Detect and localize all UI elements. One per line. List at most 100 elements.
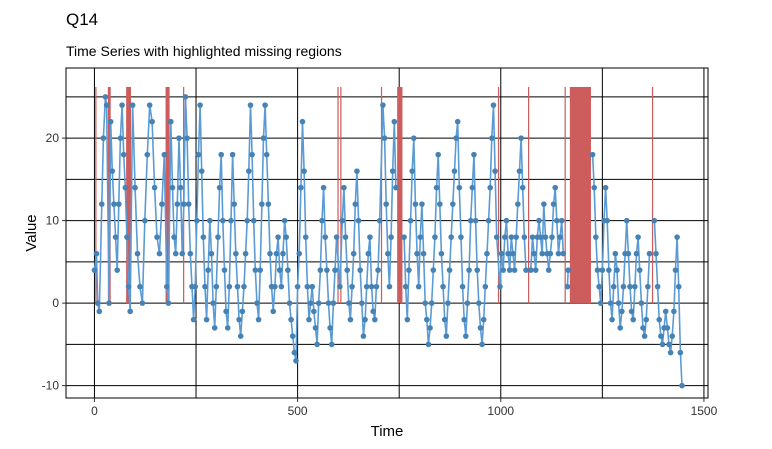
data-point (619, 308, 625, 315)
data-point (294, 283, 301, 290)
data-point (241, 283, 247, 290)
data-point (476, 300, 482, 306)
data-point (220, 217, 226, 224)
data-point (638, 300, 645, 306)
data-point (275, 234, 281, 240)
data-point (330, 300, 337, 306)
plot-border (65, 67, 709, 399)
data-point (679, 382, 685, 389)
data-point (380, 102, 386, 108)
data-point (671, 308, 677, 315)
data-point (609, 316, 615, 323)
data-point (296, 250, 303, 257)
data-point (612, 250, 619, 257)
data-point (381, 135, 388, 141)
data-point (127, 308, 133, 315)
data-point (606, 267, 612, 273)
data-point (646, 250, 653, 257)
data-point (182, 94, 189, 100)
series-points (91, 94, 685, 389)
data-point (391, 118, 398, 125)
data-point (625, 250, 632, 257)
y-tick-label: 20 (46, 131, 60, 145)
data-point (327, 325, 333, 331)
data-point (589, 151, 596, 158)
data-point (404, 316, 411, 323)
x-tick-label: 0 (91, 404, 98, 418)
data-point (459, 283, 466, 290)
data-point (407, 217, 414, 224)
data-point (643, 316, 650, 323)
data-point (224, 325, 231, 331)
data-point (627, 283, 633, 290)
data-point (159, 201, 165, 207)
data-point (197, 102, 203, 108)
data-point (666, 341, 672, 348)
data-point (102, 94, 109, 100)
data-point (289, 333, 296, 339)
data-point (239, 308, 246, 315)
data-point (286, 300, 293, 306)
data-point (454, 118, 461, 125)
data-point (510, 250, 516, 257)
data-point (234, 283, 241, 290)
data-point (440, 283, 446, 290)
data-point (299, 118, 306, 125)
data-point (354, 168, 360, 174)
data-point (333, 234, 340, 240)
data-point (508, 234, 515, 240)
data-point (383, 201, 389, 207)
data-point (359, 300, 365, 306)
data-point (192, 283, 199, 290)
data-point (161, 151, 168, 158)
data-point (433, 184, 440, 191)
data-point (203, 316, 210, 323)
data-point (163, 283, 170, 290)
data-point (667, 349, 674, 356)
data-point (244, 217, 251, 224)
data-point (521, 234, 528, 240)
data-point (503, 217, 510, 224)
data-point (337, 283, 343, 290)
data-point (246, 168, 252, 174)
data-point (154, 234, 160, 240)
data-point (593, 234, 599, 240)
data-point (368, 283, 375, 290)
data-point (156, 250, 163, 257)
data-point (213, 283, 220, 290)
data-point (604, 217, 611, 224)
data-point (346, 300, 352, 306)
data-point (641, 333, 648, 339)
data-point (614, 267, 620, 273)
data-point (285, 267, 291, 273)
data-point (477, 325, 484, 331)
data-point (414, 250, 420, 257)
data-point (437, 201, 443, 207)
data-point (151, 184, 158, 191)
y-tick-label: -10 (42, 379, 60, 393)
data-point (254, 300, 260, 306)
data-point (542, 234, 549, 240)
y-tick-label: 10 (46, 214, 60, 228)
x-tick-label: 1500 (691, 404, 718, 418)
data-point (523, 267, 529, 273)
data-point (322, 234, 329, 240)
data-point (184, 135, 190, 141)
data-point (119, 102, 125, 108)
data-point (415, 283, 422, 290)
data-point (506, 267, 513, 273)
data-point (558, 217, 565, 224)
missing-region (95, 86, 97, 304)
data-point (479, 341, 485, 348)
data-point (181, 201, 187, 207)
data-point (221, 267, 228, 273)
data-point (463, 333, 469, 339)
data-point (107, 118, 114, 125)
data-point (257, 267, 264, 273)
series-line (93, 96, 683, 386)
data-point (207, 217, 213, 224)
data-point (302, 234, 309, 240)
data-point (412, 201, 419, 207)
data-point (96, 308, 103, 315)
data-point (453, 135, 459, 141)
